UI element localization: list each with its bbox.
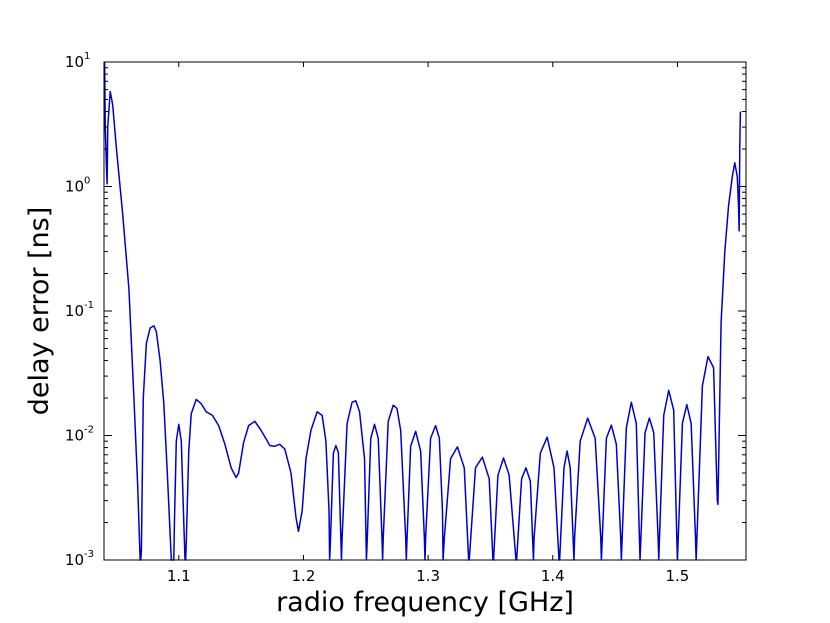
y-tick-label: 10 [65,427,84,445]
x-tick-label: 1.4 [541,567,565,585]
y-tick-label-exponent: -1 [84,300,94,311]
plot-frame [103,61,747,561]
y-tick-label-exponent: -2 [84,425,94,436]
y-tick-label-base: 10 [65,551,84,569]
x-tick-label: 1.5 [666,567,690,585]
x-axis-label: radio frequency [GHz] [276,587,574,618]
x-tick-label: 1.1 [167,567,191,585]
y-tick-label: 10 [65,178,84,196]
series-line-0 [103,61,742,561]
x-tick-label: 1.3 [416,567,440,585]
plot-background [104,62,746,560]
y-tick-label: 10 [65,551,84,569]
y-tick-label-base: 10 [65,427,84,445]
x-axis-ticks: 1.1 1.2 1.3 1.4 1.5 [167,62,690,585]
y-tick-label-exponent: -3 [84,549,94,560]
y-axis-label: delay error [ns] [24,207,55,416]
y-tick-label-exponent: 0 [84,176,90,187]
y-tick-label: 10 [65,53,84,71]
x-tick-label: 1.2 [292,567,316,585]
y-tick-label-exponent: 1 [84,51,90,62]
y-tick-label: 10 [65,302,84,320]
y-tick-label-base: 10 [65,53,84,71]
y-tick-label-base: 10 [65,178,84,196]
y-tick-label-base: 10 [65,302,84,320]
series-layer [103,61,742,561]
